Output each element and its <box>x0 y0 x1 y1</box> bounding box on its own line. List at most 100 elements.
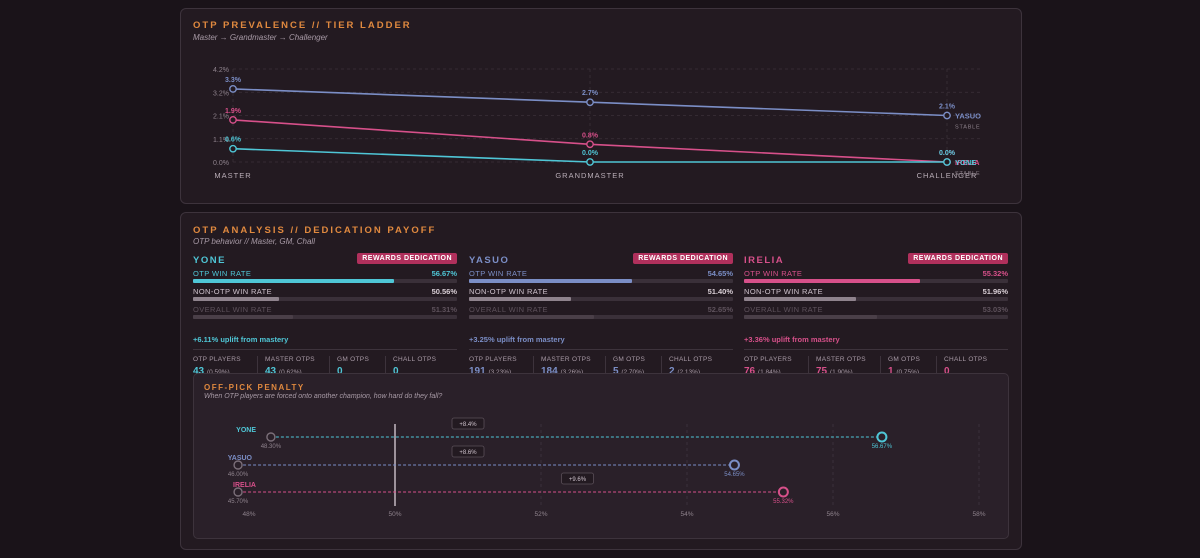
win-rate-value: 56.67% <box>431 269 457 278</box>
delta-box <box>561 472 594 485</box>
win-rate-bar <box>469 279 633 283</box>
row-label-yone: YONE <box>236 427 256 434</box>
otp-point <box>777 486 789 498</box>
win-rate-value: 51.31% <box>431 305 457 314</box>
stat-otp-players: OTP PLAYERS 76 (1.84%) <box>744 356 792 377</box>
stat-chall-otps: CHALL OTPS 0 <box>393 356 436 377</box>
win-rate-label: NON-OTP WIN RATE <box>193 287 273 296</box>
win-rate-label: OTP WIN RATE <box>193 269 252 278</box>
win-rate-track <box>744 279 1008 283</box>
overall-win-rate-row: OVERALL WIN RATE 51.31% <box>193 305 457 321</box>
win-rate-value: 55.32% <box>982 269 1008 278</box>
x-tick-label: 58% <box>972 511 985 518</box>
win-rate-bar <box>744 297 857 301</box>
win-rate-track <box>193 315 457 319</box>
stat-master-otps: MASTER OTPS 184 (3.26%) <box>541 356 591 377</box>
prevalence-title: OTP PREVALENCE // TIER LADDER <box>193 20 412 31</box>
win-rate-track <box>469 297 733 301</box>
stat-count: 43 <box>193 366 205 377</box>
analysis-subtitle: OTP behavior // Master, GM, Chall <box>193 237 315 246</box>
win-rate-value: 51.96% <box>982 287 1008 296</box>
otp-stats: OTP PLAYERS 43 (0.59%) MASTER OTPS 43 (0.62… <box>193 349 457 377</box>
stat-label: GM OTPS <box>613 356 646 363</box>
stat-value: 43 (0.59%) <box>193 366 241 377</box>
stat-gm-otps: GM OTPS 0 <box>337 356 369 377</box>
win-rate-value: 50.56% <box>431 287 457 296</box>
stat-divider <box>533 356 534 376</box>
win-rate-track <box>469 315 733 319</box>
y-tick-label: 4.2% <box>213 67 229 74</box>
win-rate-track <box>469 279 733 283</box>
stat-percent: (0.75%) <box>896 369 919 376</box>
offpick-subtitle: When OTP players are forced onto another… <box>204 393 443 400</box>
x-tick-label: CHALLENGER <box>917 171 978 180</box>
data-label: 0.6% <box>225 137 242 144</box>
off-pick-point <box>266 432 276 442</box>
off-pick-label: 45.70% <box>228 499 249 505</box>
champion-name: IRELIA <box>744 255 785 266</box>
x-tick-label: 56% <box>826 511 839 518</box>
data-label: 0.8% <box>582 132 599 139</box>
win-rate-bar <box>193 279 395 283</box>
win-rate-label: OTP WIN RATE <box>744 269 803 278</box>
win-rate-value: 51.40% <box>707 287 733 296</box>
prevalence-line-chart: 0.0% 1.1% 2.1% 3.2% 4.2% MASTER GRANDMASTER CHA… <box>213 67 981 180</box>
data-point-yasuo <box>586 98 594 107</box>
overall-win-rate-row: OVERALL WIN RATE 53.03% <box>744 305 1008 321</box>
overall-win-rate-row: OVERALL WIN RATE 52.65% <box>469 305 733 321</box>
stat-value: 5 (2.70%) <box>613 366 645 377</box>
win-rate-label: OVERALL WIN RATE <box>469 305 548 314</box>
otp-stats: OTP PLAYERS 76 (1.84%) MASTER OTPS 75 (1.90… <box>744 349 1008 377</box>
data-label: 1.9% <box>225 108 242 115</box>
stat-chall-otps: CHALL OTPS 0 <box>944 356 987 377</box>
stat-count: 0 <box>944 366 950 377</box>
mastery-uplift: +6.11% uplift from mastery <box>193 335 289 344</box>
data-point-yasuo <box>943 111 951 120</box>
data-label: 0.0% <box>582 150 599 157</box>
stat-divider <box>329 356 330 376</box>
stat-label: GM OTPS <box>337 356 370 363</box>
analysis-panel: OTP ANALYSIS // DEDICATION PAYOFF OTP be… <box>180 212 1022 550</box>
win-rate-bar <box>469 297 571 301</box>
x-tick-label: 52% <box>534 511 547 518</box>
x-tick-label: 50% <box>388 511 401 518</box>
stat-count: 184 <box>541 366 558 377</box>
rewards-dedication-badge: REWARDS DEDICATION <box>357 253 457 264</box>
stat-label: MASTER OTPS <box>541 356 591 363</box>
stat-label: GM OTPS <box>888 356 921 363</box>
otp-win-rate-row: OTP WIN RATE 55.32% <box>744 269 1008 285</box>
stat-value: 0 <box>393 366 436 377</box>
stat-count: 0 <box>337 366 343 377</box>
y-tick-label: 0.0% <box>213 160 229 167</box>
stat-value: 2 (2.13%) <box>669 366 712 377</box>
stat-count: 76 <box>744 366 756 377</box>
win-rate-bar <box>193 297 279 301</box>
stat-percent: (1.90%) <box>830 369 853 376</box>
win-rate-label: NON-OTP WIN RATE <box>469 287 549 296</box>
win-rate-track <box>193 279 457 283</box>
win-rate-bar <box>744 315 877 319</box>
win-rate-bar <box>744 279 920 283</box>
stat-otp-players: OTP PLAYERS 191 (3.23%) <box>469 356 517 377</box>
series-status-tag: STABLE <box>955 125 980 131</box>
data-point-yone <box>943 158 951 166</box>
otp-win-rate-row: OTP WIN RATE 54.65% <box>469 269 733 285</box>
stat-count: 5 <box>613 366 619 377</box>
stat-count: 75 <box>816 366 828 377</box>
stat-count: 2 <box>669 366 675 377</box>
champion-name: YONE <box>193 255 226 266</box>
data-point-yone <box>229 144 237 153</box>
y-tick-label: 2.1% <box>213 114 229 121</box>
offpick-title: OFF-PICK PENALTY <box>204 383 305 392</box>
stat-divider <box>880 356 881 376</box>
row-label-yasuo: YASUO <box>228 455 253 462</box>
otp-win-rate-row: OTP WIN RATE 56.67% <box>193 269 457 285</box>
otp-label: 54.65% <box>724 472 745 478</box>
rewards-dedication-badge: REWARDS DEDICATION <box>908 253 1008 264</box>
offpick-dot-chart: 48% 50% 52% 54% 56% 58% YONE 48.30% 56.67% +8.4% Y… <box>228 417 986 518</box>
win-rate-value: 52.65% <box>707 305 733 314</box>
y-tick-label: 3.2% <box>213 90 229 97</box>
stat-master-otps: MASTER OTPS 43 (0.62%) <box>265 356 315 377</box>
stat-value: 0 <box>944 366 987 377</box>
analysis-title: OTP ANALYSIS // DEDICATION PAYOFF <box>193 225 437 236</box>
